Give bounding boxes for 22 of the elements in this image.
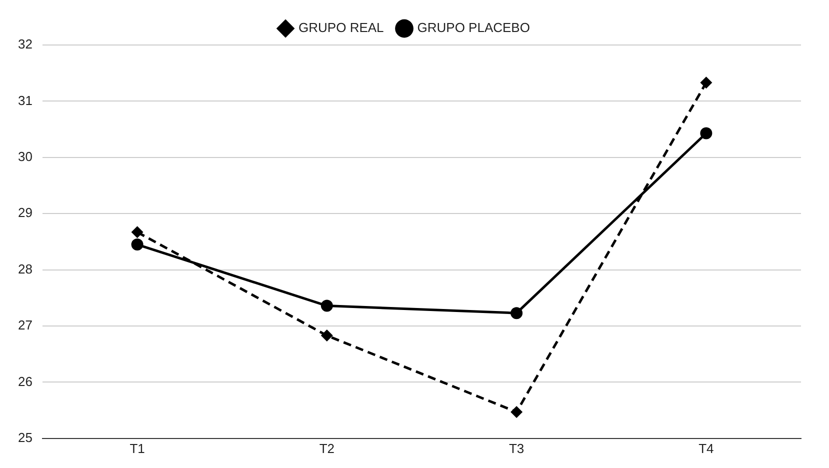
- y-tick-label: 29: [18, 205, 32, 220]
- x-tick-label: T3: [508, 440, 524, 456]
- y-tick-label: 25: [18, 430, 32, 445]
- point: [510, 406, 523, 418]
- legend-label: GRUPO REAL: [298, 20, 384, 36]
- y-tick-label: 31: [18, 92, 32, 108]
- point: [510, 307, 523, 320]
- point: [700, 76, 712, 89]
- x-tick-label: T1: [130, 440, 145, 456]
- y-tick-label: 30: [18, 148, 32, 164]
- point: [320, 330, 333, 342]
- x-tick-label: T4: [698, 440, 714, 456]
- point: [700, 127, 712, 140]
- y-tick-label: 26: [18, 374, 32, 389]
- point: [131, 238, 144, 251]
- y-tick-label: 27: [18, 318, 32, 333]
- y-tick-label: 28: [18, 261, 32, 276]
- point: [131, 226, 144, 238]
- x-tick-label: T2: [319, 440, 334, 456]
- legend-label: GRUPO PLACEBO: [417, 20, 530, 36]
- point: [320, 300, 333, 312]
- y-tick-label: 32: [18, 36, 32, 52]
